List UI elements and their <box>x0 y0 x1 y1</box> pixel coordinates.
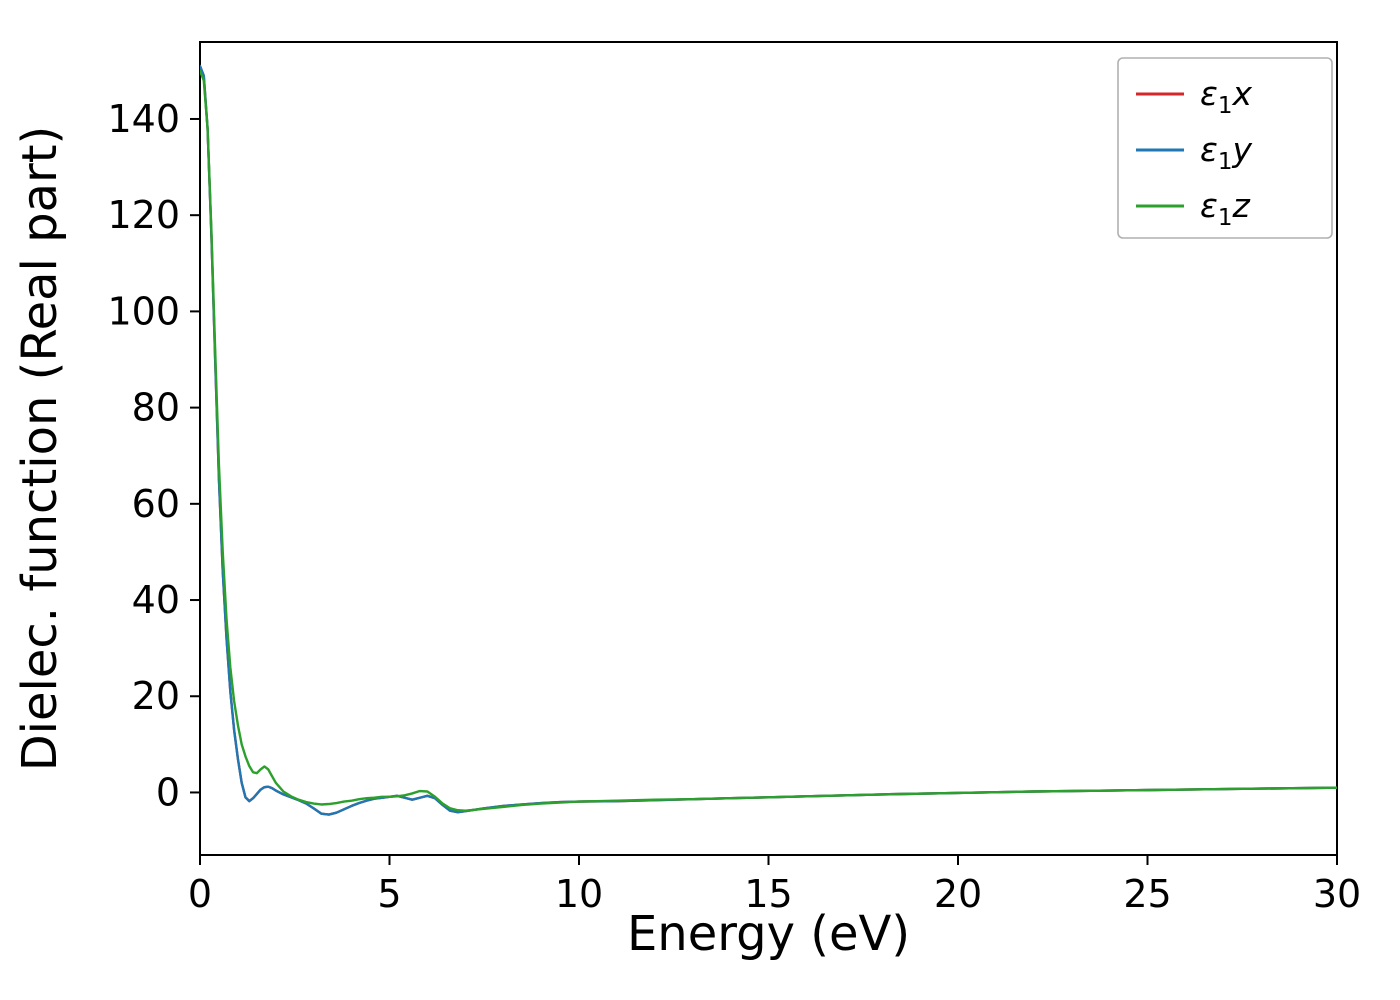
x-axis-label: Energy (eV) <box>627 906 910 962</box>
y-tick-label: 60 <box>132 482 180 526</box>
x-tick-label: 30 <box>1313 872 1361 916</box>
x-tick-label: 5 <box>377 872 401 916</box>
legend-entry-eps1y: ε1y <box>1136 130 1252 175</box>
x-tick-label: 10 <box>555 872 603 916</box>
y-axis-label: Dielec. function (Real part) <box>12 126 68 772</box>
legend: ε1x ε1y ε1z <box>1117 57 1333 239</box>
x-tick-label: 25 <box>1123 872 1171 916</box>
legend-label: ε1x <box>1200 74 1252 119</box>
x-tick-label: 0 <box>188 872 212 916</box>
y-tick-label: 120 <box>107 193 180 237</box>
x-axis: 0 5 10 15 20 25 30 <box>188 855 1361 916</box>
x-tick-label: 15 <box>744 872 792 916</box>
y-tick-label: 0 <box>156 770 180 814</box>
y-tick-label: 80 <box>132 386 180 430</box>
y-tick-label: 20 <box>132 674 180 718</box>
y-tick-label: 40 <box>132 578 180 622</box>
y-tick-label: 140 <box>107 97 180 141</box>
legend-label: ε1z <box>1200 186 1250 231</box>
y-tick-label: 100 <box>107 289 180 333</box>
series-group <box>200 64 1337 816</box>
legend-entry-eps1z: ε1z <box>1136 186 1250 231</box>
legend-entry-eps1x: ε1x <box>1136 74 1252 119</box>
y-axis: 0 20 40 60 80 100 120 140 <box>107 97 200 814</box>
legend-box <box>1117 57 1333 239</box>
series-line-eps1z <box>200 69 1337 812</box>
legend-label: ε1y <box>1200 130 1252 175</box>
x-tick-label: 20 <box>934 872 982 916</box>
